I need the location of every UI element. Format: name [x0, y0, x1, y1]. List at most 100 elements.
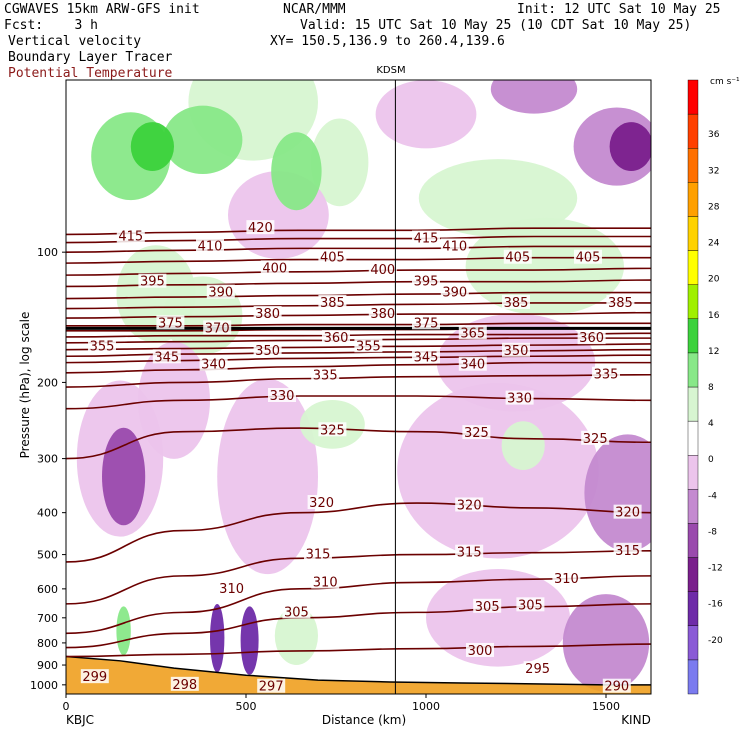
contour-label-bg: [368, 306, 397, 321]
theta-contour-330: [66, 395, 651, 410]
contour-label-bg: [354, 338, 383, 353]
contour-label: 415: [118, 230, 143, 245]
contour-label-bg: [304, 546, 332, 561]
contour-label-bg: [613, 504, 642, 519]
contour-label: 325: [464, 426, 489, 441]
contour-label: 300: [468, 644, 493, 659]
contour-label-bg: [246, 220, 275, 235]
contour-label: 420: [248, 221, 273, 236]
colorbar-swatch: [687, 625, 699, 661]
contour-label-bg: [318, 294, 347, 309]
theta-contour-300: [66, 643, 651, 658]
colorbar-label: 8: [708, 383, 714, 393]
contour-label-bg: [156, 315, 185, 330]
contour-label: 330: [270, 389, 295, 404]
contour-label-bg: [116, 228, 145, 243]
contour-label: 395: [414, 275, 439, 290]
contour-label-bg: [80, 669, 109, 684]
contour-label-bg: [503, 249, 532, 264]
terrain-profile: [66, 655, 651, 694]
contour-label-bg: [257, 678, 286, 693]
vertical-velocity-region: [310, 118, 369, 207]
contour-label-bg: [455, 544, 484, 559]
field-label-potential-temperature: Potential Temperature: [8, 66, 173, 81]
y-tick-label: 200: [37, 376, 58, 389]
colorbar-swatch: [687, 318, 699, 354]
contour-label-bg: [282, 604, 311, 619]
y-tick-label: 900: [37, 659, 58, 672]
contour-label: 385: [320, 296, 345, 311]
station-label-kdsm: KDSM: [376, 65, 405, 76]
vertical-velocity-region: [210, 603, 225, 673]
contour-label: 315: [306, 548, 331, 563]
contour-label: 405: [505, 251, 530, 266]
station-label-kbjc: KBJC: [66, 713, 94, 727]
contour-label: 325: [320, 423, 345, 438]
contour-label: 335: [313, 369, 338, 384]
colorbar-swatch: [687, 352, 699, 388]
contour-label: 345: [154, 350, 179, 365]
contour-label-bg: [253, 342, 282, 357]
contour-label: 390: [442, 286, 467, 301]
contour-label: 310: [554, 572, 579, 587]
colorbar-swatch: [687, 557, 699, 592]
contour-label: 360: [579, 331, 604, 346]
contour-label: 375: [158, 316, 183, 331]
contour-label: 320: [615, 506, 640, 521]
contour-label-bg: [412, 273, 440, 288]
contour-label-bg: [268, 388, 296, 403]
x-tick-label: 500: [236, 700, 257, 713]
contour-label-bg: [581, 430, 610, 445]
vertical-velocity-region: [465, 217, 624, 316]
theta-contour-410: [66, 245, 651, 253]
theta-contour-310: [66, 575, 651, 635]
contour-label: 315: [457, 546, 482, 561]
contour-label: 380: [255, 307, 280, 322]
contour-label-bg: [138, 273, 167, 288]
contour-label: 395: [140, 275, 165, 290]
vertical-velocity-region: [240, 606, 259, 675]
contour-label-bg: [88, 338, 116, 353]
colorbar-label: 24: [708, 239, 720, 249]
theta-contour-405: [66, 256, 651, 264]
vertical-velocity-region: [426, 569, 570, 667]
contour-label-bg: [462, 425, 491, 440]
colorbar-swatch: [687, 182, 699, 217]
organization-label: NCAR/MMM: [283, 2, 346, 17]
colorbar-label: 20: [708, 275, 720, 285]
contour-label-bg: [412, 230, 440, 245]
x-tick-label: 1000: [412, 700, 440, 713]
contour-label: 355: [356, 339, 381, 354]
contour-label-bg: [307, 495, 336, 510]
distance-axis: 0 500 1000 1500: [63, 694, 620, 713]
colorbar-label: 4: [708, 419, 714, 429]
pressure-axis: 100 200 300 400 500 600 700 800 900 1000: [30, 246, 66, 692]
contour-label: 410: [442, 239, 467, 254]
contour-label: 340: [460, 358, 485, 373]
contour-label-bg: [152, 349, 181, 364]
contour-label-bg: [253, 306, 282, 321]
contour-label: 305: [518, 598, 543, 613]
contour-label: 330: [507, 392, 532, 407]
contour-label: 375: [414, 316, 439, 331]
theta-contour-420: [66, 227, 651, 236]
colorbar-swatch: [687, 455, 699, 490]
colorbar-label: 36: [708, 130, 720, 140]
contour-label: 400: [370, 263, 395, 278]
contour-label: 350: [255, 344, 280, 359]
colorbar-units: cm s⁻¹: [710, 77, 740, 87]
colorbar-label: 0: [708, 455, 714, 465]
contour-label-bg: [412, 315, 440, 330]
vertical-velocity-region: [397, 382, 599, 559]
vertical-velocity-shading: [76, 80, 651, 692]
theta-contour-390: [66, 291, 651, 300]
contour-label-bg: [440, 238, 469, 253]
model-title: CGWAVES 15km ARW-GFS init: [4, 2, 200, 17]
y-axis-title: Pressure (hPa), log scale: [18, 312, 32, 459]
contour-label: 320: [457, 498, 482, 513]
contour-label-bg: [502, 342, 530, 357]
vertical-velocity-region: [102, 427, 146, 526]
cross-section-endpoints: XY= 150.5,136.9 to 260.4,139.6: [270, 34, 505, 49]
theta-contour-340: [66, 361, 651, 374]
